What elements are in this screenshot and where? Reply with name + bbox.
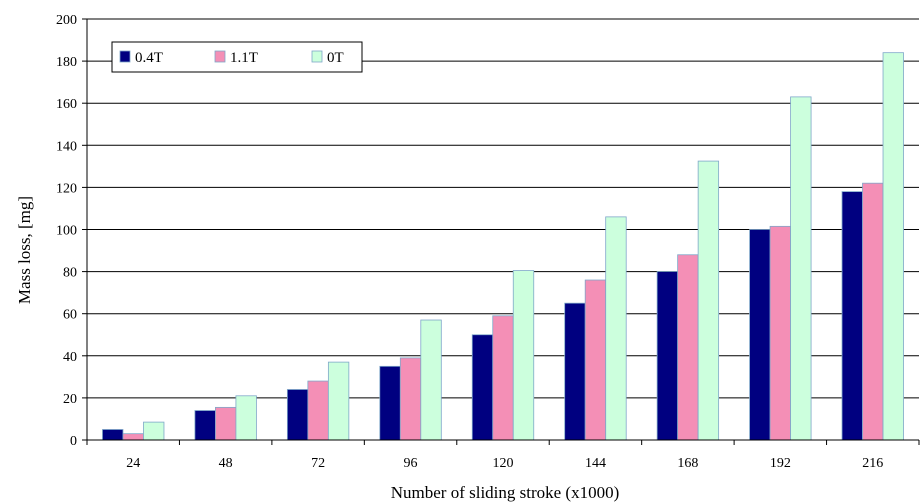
bar-1.1T-168: [677, 254, 699, 441]
y-tick-label: 200: [56, 13, 77, 28]
bar-1.1T-48: [215, 406, 237, 441]
y-tick-label: 0: [70, 434, 77, 449]
x-axis-title: Number of sliding stroke (x1000): [391, 483, 620, 502]
bar-0.4T-216: [841, 191, 863, 441]
bar-0T-120: [512, 270, 535, 441]
bar-0.4T-192: [749, 229, 771, 441]
y-tick-label: 40: [63, 350, 77, 365]
bar-0.4T-96: [379, 365, 401, 441]
bar-0T-144: [605, 216, 627, 441]
x-tick-label: 120: [493, 456, 514, 471]
y-tick-label: 120: [56, 181, 77, 196]
bar-0.4T-120: [471, 334, 494, 441]
bar-0.4T-24: [102, 429, 124, 441]
bar-1.1T-192: [769, 225, 791, 441]
x-tick-label: 72: [311, 456, 325, 471]
x-tick-label: 48: [219, 456, 233, 471]
y-ticks: 0 20 40 60 80 100 120 140 160 180 200: [56, 13, 87, 449]
bar-0T-168: [697, 160, 720, 441]
x-tick-label: 168: [677, 456, 698, 471]
y-tick-label: 140: [56, 139, 77, 154]
y-tick-label: 60: [63, 308, 77, 323]
bars: [102, 52, 904, 441]
bar-0T-96: [420, 319, 442, 441]
bar-0.4T-168: [656, 271, 679, 441]
x-tick-label: 192: [770, 456, 791, 471]
y-tick-label: 100: [56, 224, 77, 239]
y-tick-label: 20: [63, 392, 77, 407]
x-tick-label: 96: [404, 456, 418, 471]
bar-1.1T-24: [122, 433, 144, 441]
bar-0.4T-48: [194, 410, 216, 441]
y-axis-title: Mass loss, [mg]: [15, 196, 34, 304]
legend-swatch-1.1T: [214, 50, 226, 63]
bar-1.1T-144: [584, 279, 607, 441]
bar-1.1T-216: [862, 182, 884, 441]
legend-label-1.1T: 1.1T: [230, 50, 258, 66]
bar-0.4T-72: [286, 389, 309, 441]
legend-label-0.4T: 0.4T: [135, 50, 163, 66]
bar-1.1T-96: [399, 357, 422, 441]
bar-0T-48: [235, 395, 257, 441]
bar-0T-216: [882, 52, 904, 441]
bar-0.4T-144: [564, 302, 586, 441]
bar-0T-192: [790, 96, 812, 441]
grid-lines: [87, 18, 919, 399]
legend: 0.4T 1.1T 0T: [111, 41, 363, 73]
bar-0T-72: [327, 361, 350, 441]
legend-swatch-0T: [311, 50, 323, 63]
x-ticks: 24 48 72 96 120 144 168 192 216: [86, 440, 920, 471]
x-tick-label: 24: [126, 456, 140, 471]
bar-1.1T-72: [307, 380, 329, 441]
x-tick-label: 144: [585, 456, 606, 471]
x-tick-label: 216: [862, 456, 883, 471]
bar-0T-24: [143, 421, 165, 441]
y-tick-label: 180: [56, 55, 77, 70]
y-tick-label: 160: [56, 97, 77, 112]
bar-1.1T-120: [492, 315, 514, 441]
legend-label-0T: 0T: [327, 50, 344, 66]
legend-swatch-0.4T: [119, 50, 131, 63]
y-tick-label: 80: [63, 266, 77, 281]
